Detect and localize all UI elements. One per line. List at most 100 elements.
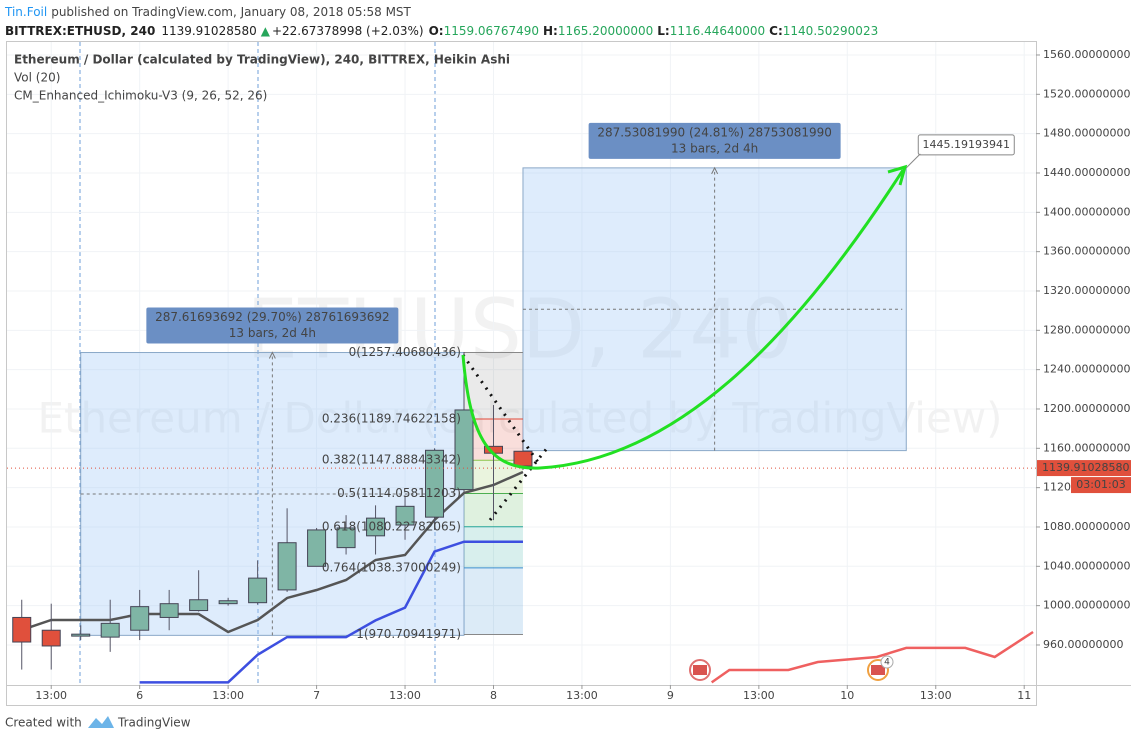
chart-frame [6, 41, 1037, 706]
logo [88, 716, 114, 728]
measure-arrow [711, 166, 719, 175]
y-tick-label: 1560.00000000 [1043, 48, 1130, 61]
fib-label: 0.5(1114.05811203) [337, 486, 461, 500]
y-tick-label: 1280.00000000 [1043, 323, 1130, 336]
forecast-curve [461, 169, 905, 470]
last-price-label: 1139.91028580 [1042, 461, 1129, 474]
brand[interactable]: TradingView [117, 716, 191, 730]
candle-body [100, 622, 120, 638]
y-tick-label: 1480.00000000 [1043, 127, 1130, 140]
candle-body [189, 599, 209, 612]
countdown-box [1071, 477, 1131, 494]
candle-body [395, 505, 415, 526]
h-label: H: [543, 24, 558, 38]
low: 1116.44640000 [670, 24, 765, 38]
candle-body [71, 633, 91, 637]
y-tick-label: 1160.00000000 [1043, 441, 1130, 454]
candle-body [12, 616, 32, 643]
candle-body [336, 527, 356, 549]
last-price-box [1037, 460, 1131, 477]
l-label: L: [657, 24, 669, 38]
user: Tin.Foil [4, 5, 47, 19]
o-label: O: [429, 24, 444, 38]
x-tick-label: 8 [490, 689, 497, 702]
y-tick-label: 1520.00000000 [1043, 87, 1130, 100]
y-tick-label: 960.00000000 [1043, 638, 1123, 651]
published: published on TradingView.com, January 08… [51, 5, 411, 19]
high: 1165.20000000 [558, 24, 653, 38]
target-pointer [905, 153, 921, 169]
c-label: C: [769, 24, 783, 38]
target-box [917, 134, 1015, 156]
countdown: 03:01:03 [1076, 478, 1125, 491]
badge [880, 655, 894, 669]
x-tick-label: 13:00 [743, 689, 775, 702]
open: 1159.06767490 [444, 24, 539, 38]
x-tick-label: 13:00 [389, 689, 421, 702]
fib-zone [464, 567, 523, 635]
measure-sublabel: 13 bars, 2d 4h [671, 141, 758, 155]
arrow-head [887, 164, 908, 186]
candle-body [454, 409, 474, 491]
candle-body [425, 449, 445, 518]
x-tick-label: 7 [313, 689, 320, 702]
measure-label: 287.61693692 (29.70%) 28761693692 [155, 310, 390, 324]
x-tick-label: 6 [136, 689, 143, 702]
fib-label: 0.382(1147.88843342) [322, 453, 461, 467]
fib-label: 0.236(1189.74622158) [322, 412, 461, 426]
flag [693, 665, 707, 675]
candle-body [130, 606, 150, 631]
legend-line: CM_Enhanced_Ichimoku-V3 (9, 26, 52, 26) [14, 89, 267, 103]
y-tick-label: 1320.00000000 [1043, 284, 1130, 297]
legend-line: Ethereum / Dollar (calculated by Trading… [14, 53, 510, 67]
y-tick-label: 1000.00000000 [1043, 599, 1130, 612]
measure-label: 287.53081990 (24.81%) 28753081990 [597, 125, 832, 139]
candle-body [218, 600, 238, 605]
arrow: ▲ [261, 24, 271, 38]
y-tick-label: 1440.00000000 [1043, 166, 1130, 179]
y-tick-label: 1360.00000000 [1043, 245, 1130, 258]
close: 1140.50290023 [783, 24, 878, 38]
candle-body [248, 577, 268, 604]
y-tick-label: 1200.00000000 [1043, 402, 1130, 415]
indicator-line [710, 630, 1034, 684]
candle-body [307, 529, 327, 567]
measure-arrow [268, 351, 276, 359]
x-tick-label: 10 [840, 689, 854, 702]
x-tick-label: 13:00 [566, 689, 598, 702]
measure-sublabel: 13 bars, 2d 4h [229, 326, 316, 340]
legend-line: Vol (20) [14, 71, 60, 85]
footer-text: Created with [5, 716, 82, 730]
header: Tin.Foil published on TradingView.com, Ja… [4, 5, 412, 19]
change: +22.67378998 (+2.03%) [272, 24, 424, 38]
fib-label: 0.618(1080.22782065) [322, 519, 461, 533]
quote: BITTREX:ETHUSD, 240 1139.91028580 ▲ +22.673… [5, 24, 878, 38]
x-tick-label: 13:00 [35, 689, 67, 702]
measure-label-box [146, 307, 399, 344]
y-tick-label: 1240.00000000 [1043, 363, 1130, 376]
x-tick-label: 13:00 [212, 689, 244, 702]
y-tick-label: 1400.00000000 [1043, 205, 1130, 218]
candle-body [513, 450, 533, 467]
measure-label-box [588, 122, 841, 159]
fib-label: 0.764(1038.37000249) [322, 560, 461, 574]
fib-label: 1(970.70941971) [356, 627, 461, 641]
target-label: 1445.19193941 [923, 138, 1010, 151]
candle-body [277, 542, 297, 591]
event-count: 4 [884, 658, 890, 668]
y-tick-label: 1080.00000000 [1043, 520, 1130, 533]
symbol: BITTREX:ETHUSD, 240 [5, 24, 155, 38]
candle-body [366, 517, 386, 537]
candle-body [159, 603, 179, 618]
x-tick-label: 11 [1017, 689, 1031, 702]
y-tick-label: 1040.00000000 [1043, 559, 1130, 572]
candle-body [41, 629, 61, 647]
flag [871, 665, 885, 675]
x-tick-label: 9 [667, 689, 674, 702]
last: 1139.91028580 [161, 24, 256, 38]
fib-zone [464, 526, 523, 568]
overlay: 4 [461, 164, 908, 681]
indicator-line [139, 540, 523, 684]
